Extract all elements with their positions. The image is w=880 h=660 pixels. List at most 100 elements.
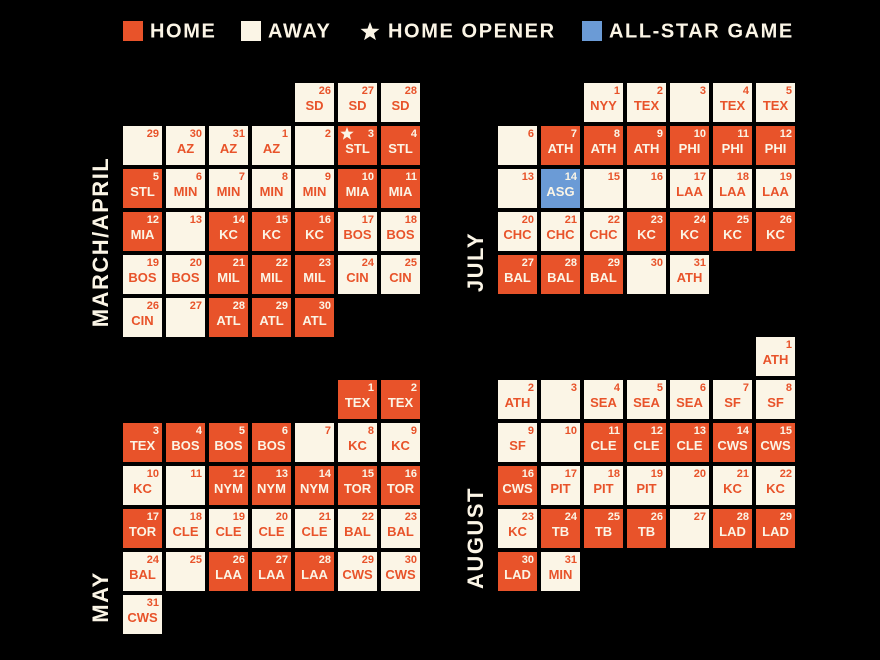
day-number: 27	[276, 554, 288, 566]
day-cell	[541, 126, 580, 165]
day-cell	[209, 255, 248, 294]
opponent: CLE	[173, 524, 199, 539]
day-cell	[295, 552, 334, 591]
day-number: 1	[786, 339, 792, 351]
opponent: BOS	[386, 227, 415, 242]
day-number: 5	[786, 85, 792, 97]
opponent: KC	[262, 227, 281, 242]
day-number: 12	[147, 214, 159, 226]
day-number: 28	[233, 300, 245, 312]
day-cell	[295, 126, 334, 165]
day-number: 25	[737, 214, 749, 226]
day-number: 14	[737, 425, 750, 437]
day-number: 3	[153, 425, 159, 437]
legend-opener: HOME OPENER	[388, 20, 556, 42]
day-number: 7	[571, 128, 577, 140]
opponent: ATH	[763, 352, 789, 367]
day-cell	[123, 595, 162, 634]
day-number: 31	[565, 554, 577, 566]
opponent: SF	[724, 395, 741, 410]
day-number: 13	[276, 468, 288, 480]
opponent: BAL	[387, 524, 414, 539]
day-cell	[295, 423, 334, 462]
day-cell	[295, 509, 334, 548]
day-cell	[381, 169, 420, 208]
day-number: 13	[190, 214, 202, 226]
opponent: TOR	[129, 524, 157, 539]
opponent: KC	[766, 481, 785, 496]
day-cell	[123, 255, 162, 294]
opponent: MIA	[346, 184, 370, 199]
day-number: 24	[147, 554, 160, 566]
opponent: ATL	[259, 313, 283, 328]
day-number: 18	[190, 511, 202, 523]
opponent: CHC	[503, 227, 532, 242]
opponent: TEX	[720, 98, 746, 113]
opponent: ATH	[634, 141, 660, 156]
day-number: 31	[233, 128, 245, 140]
day-number: 18	[608, 468, 620, 480]
day-number: 22	[276, 257, 288, 269]
day-number: 7	[325, 425, 331, 437]
day-cell	[381, 423, 420, 462]
day-number: 9	[411, 425, 417, 437]
opponent: BAL	[129, 567, 156, 582]
day-number: 23	[319, 257, 331, 269]
opponent: LAD	[504, 567, 531, 582]
day-cell	[252, 255, 291, 294]
day-cell	[670, 212, 709, 251]
opponent: TEX	[388, 395, 414, 410]
day-number: 19	[147, 257, 159, 269]
day-cell	[123, 466, 162, 505]
day-cell	[670, 423, 709, 462]
day-cell	[381, 466, 420, 505]
day-cell	[498, 212, 537, 251]
day-cell	[338, 255, 377, 294]
day-number: 21	[233, 257, 245, 269]
opponent: BAL	[590, 270, 617, 285]
day-number: 21	[737, 468, 749, 480]
day-number: 16	[405, 468, 417, 480]
day-number: 24	[362, 257, 375, 269]
opponent: CHC	[589, 227, 618, 242]
opponent: SEA	[676, 395, 703, 410]
day-cell	[541, 380, 580, 419]
legend-swatch-all-star	[582, 21, 602, 41]
opponent: PHI	[722, 141, 744, 156]
day-number: 6	[528, 128, 534, 140]
day-cell	[584, 509, 623, 548]
day-number: 29	[276, 300, 288, 312]
opponent: STL	[130, 184, 155, 199]
day-number: 29	[608, 257, 620, 269]
day-cell	[295, 255, 334, 294]
day-number: 3	[700, 85, 706, 97]
opponent: LAD	[719, 524, 746, 539]
opponent: ATH	[591, 141, 617, 156]
day-number: 25	[190, 554, 202, 566]
day-cell	[713, 466, 752, 505]
day-number: 1	[614, 85, 620, 97]
day-cell	[123, 126, 162, 165]
day-cell	[670, 380, 709, 419]
opponent: TEX	[763, 98, 789, 113]
day-cell	[381, 509, 420, 548]
day-cell	[584, 212, 623, 251]
day-number: 17	[694, 171, 706, 183]
legend-away: AWAY	[268, 20, 331, 42]
day-cell	[381, 83, 420, 122]
opponent: SD	[305, 98, 323, 113]
day-cell	[381, 380, 420, 419]
day-number: 11	[190, 468, 202, 480]
day-number: 6	[700, 382, 706, 394]
day-number: 16	[651, 171, 663, 183]
day-number: 5	[657, 382, 663, 394]
day-number: 2	[657, 85, 663, 97]
opponent: BOS	[214, 438, 243, 453]
opponent: KC	[680, 227, 699, 242]
day-number: 17	[362, 214, 374, 226]
day-number: 4	[196, 425, 203, 437]
day-cell	[295, 466, 334, 505]
day-number: 8	[368, 425, 374, 437]
day-cell	[541, 466, 580, 505]
opponent: LAA	[301, 567, 328, 582]
